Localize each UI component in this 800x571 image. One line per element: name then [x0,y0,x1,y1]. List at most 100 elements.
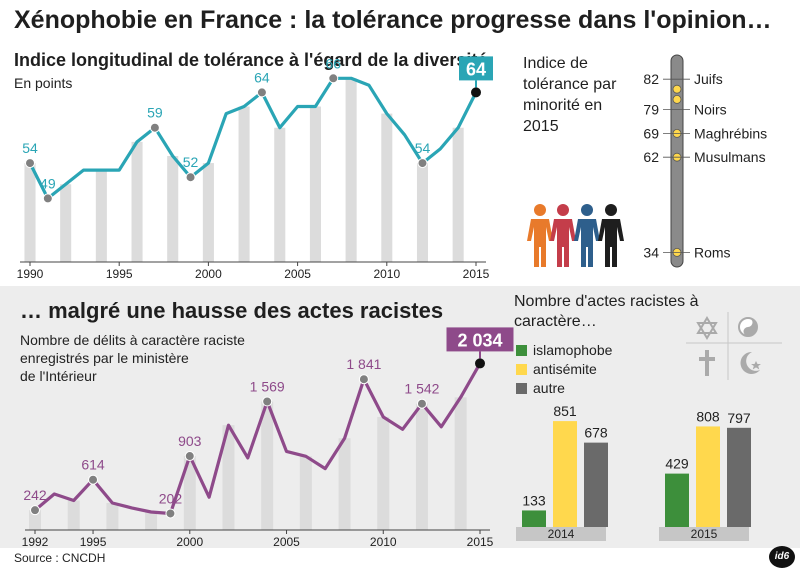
tolerance-bar-2002 [238,106,250,263]
category-band-2015 [659,527,749,541]
bar-label-autre-2014: 678 [584,425,608,441]
racist-acts-point-2009 [358,374,369,385]
racist-acts-bar-2006 [299,456,312,530]
racist-acts-bar-2010 [377,416,390,530]
scale-value-noirs: 79 [643,101,659,117]
tolerance-last-label: 64 [466,59,486,79]
racist-acts-label-1992: 242 [23,487,47,503]
legend-swatch-yellow [516,364,527,375]
tolerance-bar-1996 [131,141,143,262]
people-figures-icon [527,204,624,267]
tolerance-line-chart: 1990 1995 2000 2005 2010 2015 54 49 59 52 64 66 54 64 [17,55,493,281]
page-title: Xénophobie en France : la tolérance prog… [14,6,772,34]
tolerance-bar-2000 [202,163,214,262]
category-band-2014 [516,527,606,541]
scale-name-noirs: Noirs [694,101,727,117]
racist-acts-series-line [33,361,482,516]
racist-acts-point-2004 [262,396,273,407]
tolerance-label-2012: 54 [415,140,431,156]
tolerance-bar-1994 [95,170,107,262]
racist-acts-point-2012 [416,398,427,409]
scale-value-roms: 34 [643,244,659,260]
legend-swatch-grey [516,383,527,394]
racist-acts-bar-1994 [67,500,80,530]
bar-label-islamophobe-2015: 429 [665,456,689,472]
racist-acts-note: Nombre de délits à caractère raciste enr… [20,332,245,384]
bar-label-islamophobe-2014: 133 [522,492,546,508]
tolerance-bar-1998 [167,156,179,262]
scale-name-musulmans: Musulmans [694,149,766,165]
tolerance-point-2003 [256,87,267,98]
racist-acts-point-2000 [184,451,195,462]
scale-marker-juifs [672,84,682,94]
scale-value-juifs: 82 [643,71,659,87]
scale-name-juifs: Juifs [694,71,723,87]
racist-acts-tick-label-1995: 1995 [80,535,107,549]
scale-value-musulmans: 62 [643,149,659,165]
tolerance-tick-label-1995: 1995 [106,267,133,281]
tolerance-point-last [471,87,481,98]
racist-acts-tick-label-2000: 2000 [176,535,203,549]
racist-acts-chart-title: … malgré une hausse des actes racistes [20,298,444,323]
racist-acts-bar-2002 [222,425,235,530]
tolerance-label-1997: 59 [147,105,163,121]
bar-antisémite-2014 [553,421,577,527]
tolerance-tick-label-2000: 2000 [195,267,222,281]
racist-acts-bar-2008 [338,438,351,530]
tolerance-label-1991: 49 [40,175,56,191]
religion-symbols [686,312,782,380]
bar-label-antisémite-2015: 808 [696,408,720,424]
tolerance-chart-title: Indice longitudinal de tolérance à l'éga… [14,50,488,70]
source-note: Source : CNCDH [14,551,106,565]
tolerance-point-1999 [185,172,196,183]
tolerance-series-line [28,76,478,200]
publisher-logo: id6 [769,546,795,568]
racist-acts-line-chart: 1992 1995 2000 2005 2010 2015 242 614 202 903 1 56… [22,327,514,549]
tolerance-point-2012 [417,158,428,169]
tolerance-bar-2008 [345,78,357,263]
tolerance-point-1990 [25,158,35,169]
racist-acts-last-label: 2 034 [457,330,502,350]
tolerance-bar-2012 [416,163,429,262]
tolerance-point-2007 [328,73,339,84]
legend-item-autre: autre [516,380,565,396]
racist-acts-label-2009: 1 841 [346,356,381,372]
minority-scale-chart: 82 Juifs 79 Noirs 69 Maghrébins 62 Musulmans 34 R… [643,54,767,268]
racist-acts-bar-1998 [145,511,158,530]
racist-acts-label-1999: 202 [159,490,183,506]
tolerance-tick-label-1990: 1990 [17,267,44,281]
crescent-icon [740,351,761,374]
acts-by-type-title: Nombre d'actes racistes à caractère… [514,293,699,330]
bar-label-autre-2015: 797 [727,410,751,426]
cross-icon [699,350,715,376]
scale-name-maghrébins: Maghrébins [694,125,767,141]
tolerance-point-1991 [42,193,53,204]
tolerance-label-1999: 52 [183,154,199,170]
person-black-icon [598,204,624,267]
racist-acts-tick-label-2015: 2015 [467,535,494,549]
star-of-david-icon [696,316,718,340]
bar-antisémite-2015 [696,426,720,527]
minority-scale-title: Indice de tolérance par minorité en 2015 [523,55,617,135]
scale-name-roms: Roms [694,244,731,260]
tolerance-bar-2010 [381,113,393,262]
racist-acts-label-2012: 1 542 [404,381,439,397]
tolerance-tick-label-2015: 2015 [463,267,490,281]
tolerance-bar-2006 [309,106,321,263]
tolerance-bar-1990 [24,163,36,262]
scale-value-maghrébins: 69 [643,125,659,141]
racist-acts-label-1995: 614 [81,457,105,473]
person-orange-icon [527,204,553,267]
tolerance-bar-1992 [60,184,72,262]
racist-acts-bar-1992 [29,510,41,530]
bar-islamophobe-2014 [522,510,546,527]
legend-item-antisemite: antisémite [516,361,597,377]
racist-acts-label-2000: 903 [178,433,202,449]
legend-item-islamophobe: islamophobe [516,342,612,358]
racist-acts-bar-2000 [183,456,196,530]
yin-yang-icon [738,317,758,337]
tolerance-point-1997 [149,122,160,133]
bar-label-antisémite-2014: 851 [553,403,577,419]
tolerance-unit-label: En points [14,75,73,91]
person-blue-icon [574,204,600,267]
